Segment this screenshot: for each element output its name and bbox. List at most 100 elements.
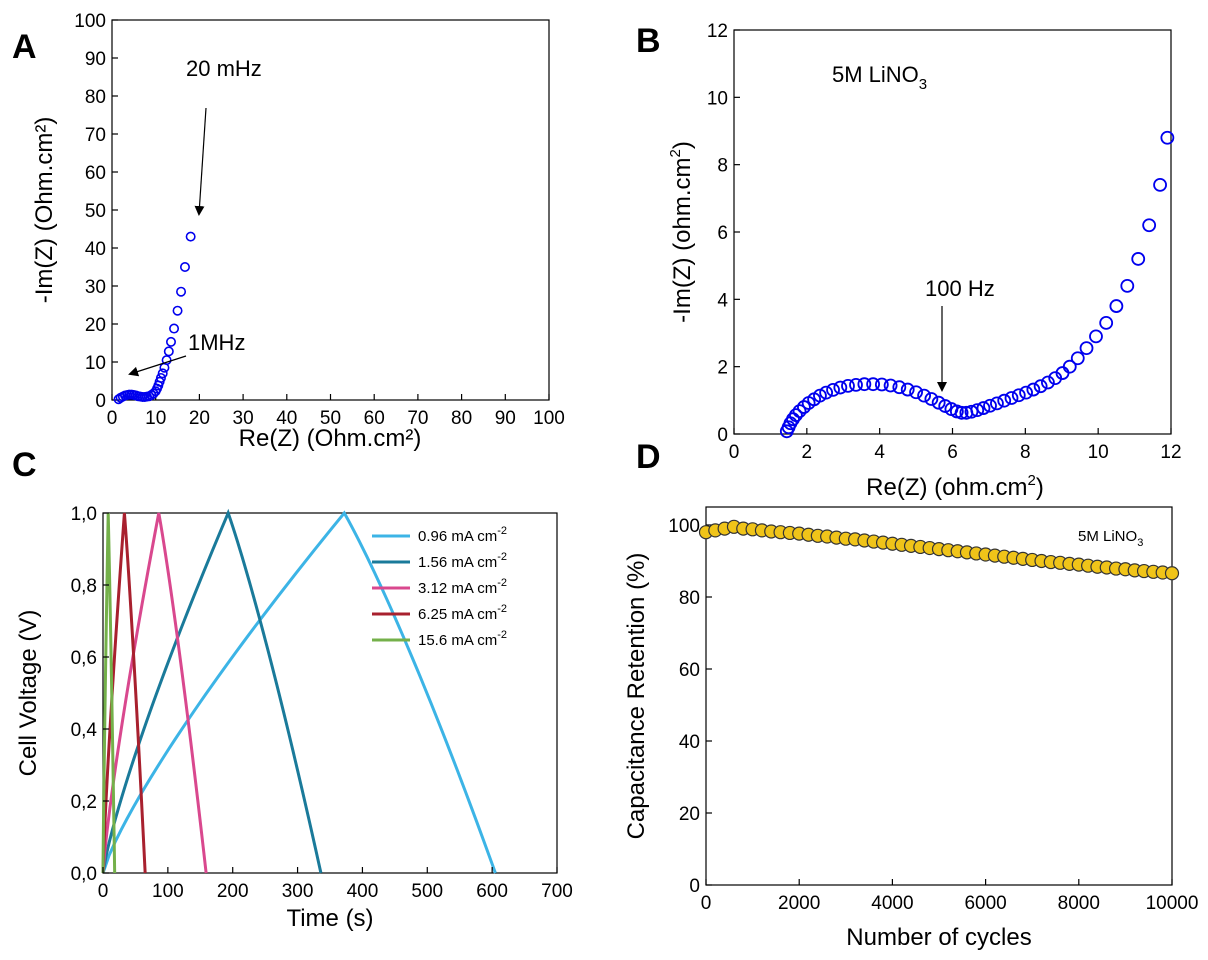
x-tick-label: 600 xyxy=(476,881,508,902)
panel-c-series-line xyxy=(101,512,147,874)
x-tick-label: 80 xyxy=(451,408,472,429)
panel-b-point xyxy=(1070,351,1085,366)
panel-d-legend: 5M LiNO3 xyxy=(1078,528,1143,549)
panel-a-point xyxy=(185,231,196,242)
panel-b-point xyxy=(931,395,946,410)
panel-b-point xyxy=(857,377,872,392)
panel-b-point xyxy=(1079,341,1094,356)
panel-c-legend: 0.96 mA cm-2 1.56 mA cm-2 3.12 mA cm-2 6.25… xyxy=(372,525,507,649)
x-tick-label: 4 xyxy=(874,442,885,463)
y-tick-label: 20 xyxy=(85,315,106,336)
panel-b-frame xyxy=(733,29,1172,435)
panel-b-point xyxy=(1011,388,1026,403)
y-tick-label: 10 xyxy=(85,353,106,374)
panel-b-xlabel: Re(Z) (ohm.cm2) xyxy=(866,472,1044,501)
panel-b-point xyxy=(954,405,969,420)
panel-a-point xyxy=(163,346,174,357)
panel-letter-b: B xyxy=(636,22,661,60)
panel-a-point xyxy=(179,261,190,272)
x-tick-label: 200 xyxy=(217,881,249,902)
x-tick-label: 0 xyxy=(701,893,712,914)
y-tick-label: 0,4 xyxy=(71,720,98,741)
panel-b-point xyxy=(1089,329,1103,344)
x-tick-label: 0 xyxy=(729,442,740,463)
y-tick-label: 0 xyxy=(689,876,700,897)
y-tick-label: 50 xyxy=(85,201,106,222)
x-tick-label: 0 xyxy=(107,408,118,429)
panel-b-point xyxy=(1131,252,1146,266)
y-tick-label: 4 xyxy=(717,290,728,311)
panel-b-ylabel: -Im(Z) (ohm.cm2) xyxy=(667,141,696,323)
panel-a-point xyxy=(176,286,187,297)
panel-a-frame xyxy=(111,19,550,401)
y-tick-label: 70 xyxy=(85,125,106,146)
x-tick-label: 6 xyxy=(947,442,958,463)
panel-letter-c: C xyxy=(12,446,37,484)
x-tick-label: 70 xyxy=(407,408,428,429)
x-tick-label: 4000 xyxy=(871,893,913,914)
y-tick-label: 0,8 xyxy=(71,576,97,597)
y-tick-label: 6 xyxy=(717,223,728,244)
y-tick-label: 30 xyxy=(85,277,106,298)
y-tick-label: 0,6 xyxy=(71,648,97,669)
x-tick-label: 0 xyxy=(98,881,109,902)
panel-b-point xyxy=(976,401,991,415)
y-tick-label: 10 xyxy=(707,88,728,109)
x-tick-label: 20 xyxy=(189,408,210,429)
panel-b-point xyxy=(792,404,807,419)
y-tick-label: 12 xyxy=(707,21,728,42)
panel-b-point xyxy=(874,377,889,392)
panel-b-point xyxy=(990,396,1004,411)
panel-a-point xyxy=(157,368,168,379)
panel-b-point xyxy=(789,408,803,423)
panel-b-point xyxy=(1099,315,1114,330)
panel-c-legend-label: 0.96 mA cm-2 xyxy=(418,525,507,545)
x-tick-label: 8000 xyxy=(1058,893,1100,914)
panel-b-point xyxy=(833,380,848,395)
panel-b-point xyxy=(1109,299,1124,313)
x-tick-label: 6000 xyxy=(964,893,1006,914)
panel-b-point xyxy=(1041,375,1055,390)
panel-d-ylabel: Capacitance Retention (%) xyxy=(623,553,650,840)
panel-c-xlabel: Time (s) xyxy=(286,905,373,932)
panel-a-chart: 0 10 20 30 40 50 60 70 80 90 100 0 10 20 30 40 50 60 70 80 9… xyxy=(31,11,565,452)
panel-b-point xyxy=(866,377,881,392)
y-tick-label: 100 xyxy=(74,11,106,32)
panel-b-point xyxy=(924,392,939,406)
panel-b-point xyxy=(1160,130,1175,145)
panel-a-point xyxy=(169,323,180,334)
panel-b-point xyxy=(1019,385,1033,400)
panel-b-point xyxy=(1004,391,1019,405)
y-tick-label: 80 xyxy=(85,87,106,108)
x-tick-label: 60 xyxy=(364,408,385,429)
panel-b-point xyxy=(900,382,915,397)
x-tick-label: 500 xyxy=(411,881,443,902)
panel-c-legend-label: 6.25 mA cm-2 xyxy=(418,603,507,623)
panel-c-ylabel: Cell Voltage (V) xyxy=(15,610,42,777)
panel-b-point xyxy=(1153,177,1167,192)
x-tick-label: 30 xyxy=(233,408,254,429)
panel-b-point xyxy=(1026,382,1041,397)
x-tick-label: 2000 xyxy=(778,893,820,914)
x-tick-label: 300 xyxy=(282,881,314,902)
panel-b-chart: 0 2 4 6 8 10 12 0 2 4 6 8 10 12 Re(Z) (ohm.cm2) -Im(Z… xyxy=(667,21,1182,501)
panel-b-point xyxy=(819,385,834,400)
panel-b-point xyxy=(1062,359,1077,374)
panel-a-point xyxy=(172,305,183,316)
y-tick-label: 100 xyxy=(668,516,700,537)
panel-b-point xyxy=(964,404,979,419)
x-tick-label: 10000 xyxy=(1146,893,1199,914)
y-tick-label: 0,2 xyxy=(71,792,97,813)
x-tick-label: 100 xyxy=(152,881,184,902)
y-tick-label: 1,0 xyxy=(71,504,97,525)
y-tick-label: 40 xyxy=(85,239,106,260)
panel-b-point xyxy=(883,378,898,393)
panel-c-series-line xyxy=(101,512,208,874)
panel-a-point xyxy=(155,372,166,383)
x-tick-label: 50 xyxy=(320,408,341,429)
y-tick-label: 2 xyxy=(717,358,728,379)
y-tick-label: 0,0 xyxy=(71,864,97,885)
panel-b-point xyxy=(1142,218,1157,233)
y-tick-label: 40 xyxy=(679,732,700,753)
